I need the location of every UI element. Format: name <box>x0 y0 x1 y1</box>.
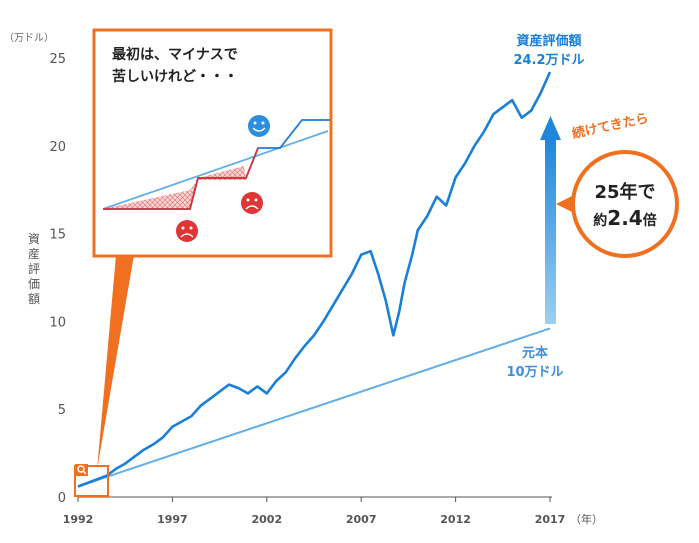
callout-loss-line-2 <box>198 147 259 179</box>
callout-loss-area <box>103 166 246 209</box>
x-tick-label: 2012 <box>440 513 471 526</box>
x-axis-ticks: 1992 1997 2002 2007 2012 2017 <box>63 497 566 526</box>
badge-pointer <box>556 195 574 213</box>
x-tick-label: 2017 <box>535 513 566 526</box>
callout-pointer <box>97 255 134 470</box>
final-value-label: 資産評価額 24.2万ドル <box>488 32 610 70</box>
x-tick-label: 2007 <box>346 513 377 526</box>
principal-title: 元本 <box>521 346 548 361</box>
y-tick-label: 25 <box>49 52 66 67</box>
badge-prefix: 約 <box>593 213 608 229</box>
zoom-box <box>74 465 109 497</box>
callout-text: 最初は、マイナスで 苦しいけれど・・・ <box>112 44 312 88</box>
multiplier-badge: 25年で 約2.4倍 <box>571 150 679 258</box>
final-value-title: 資産評価額 <box>516 34 582 49</box>
y-axis-label: 資産評価額 <box>27 232 40 306</box>
badge-suffix: 倍 <box>642 213 657 229</box>
y-tick-label: 0 <box>58 491 66 506</box>
badge-multiplier: 約2.4倍 <box>575 206 675 230</box>
y-tick-label: 5 <box>58 403 66 418</box>
x-tick-label: 2002 <box>251 513 282 526</box>
gain-arrow-head <box>540 116 561 140</box>
happy-face-icon <box>248 115 270 137</box>
y-axis-unit: （万ドル） <box>4 33 54 44</box>
magnifier-icon <box>77 465 87 475</box>
principal-label: 元本 10万ドル <box>496 344 574 382</box>
x-tick-label: 1997 <box>157 513 188 526</box>
final-value-amount: 24.2万ドル <box>513 53 585 68</box>
callout-line-2: 苦しいけれど・・・ <box>112 69 238 85</box>
principal-amount: 10万ドル <box>506 365 564 380</box>
gain-arrow-shaft <box>545 138 556 324</box>
badge-value: 2.4 <box>607 206 643 230</box>
callout-principal-line <box>102 130 329 210</box>
sad-face-icon-2 <box>241 192 263 214</box>
badge-years: 25年で <box>594 182 656 203</box>
x-tick-label: 1992 <box>63 513 94 526</box>
y-axis-ticks: 0 5 10 15 20 25 <box>49 52 66 506</box>
principal-series-line <box>77 327 551 488</box>
asset-series-line <box>77 71 552 488</box>
callout-line-1: 最初は、マイナスで <box>112 47 238 63</box>
sad-face-icon <box>176 220 198 242</box>
y-tick-label: 20 <box>49 140 66 155</box>
x-axis-unit: （年） <box>570 513 603 526</box>
y-tick-label: 10 <box>49 315 66 330</box>
y-tick-label: 15 <box>49 228 66 243</box>
